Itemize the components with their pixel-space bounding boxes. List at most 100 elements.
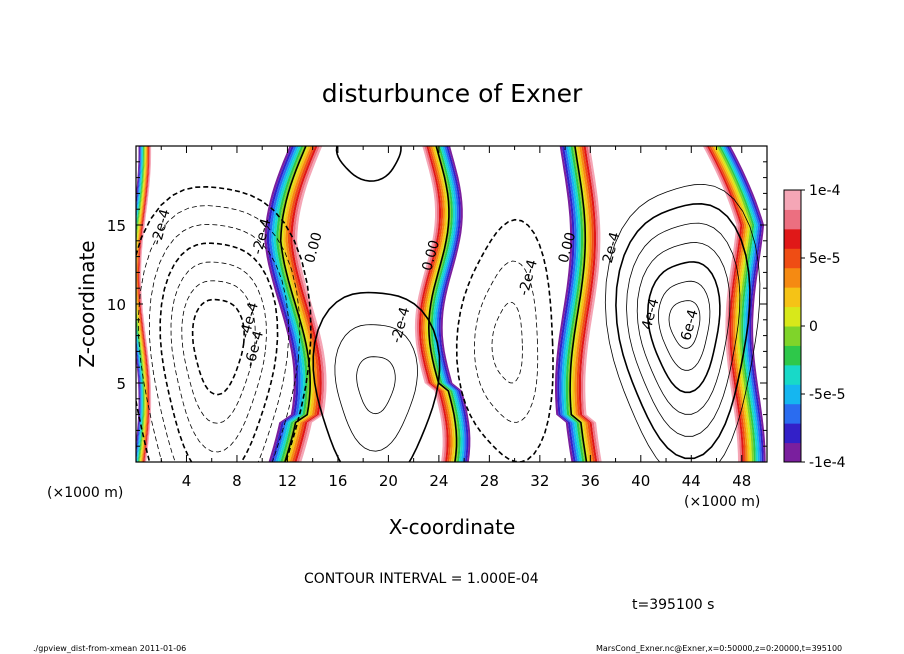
- x-tick-label: 48: [732, 472, 751, 490]
- zero-band-2-stripe: [563, 146, 583, 462]
- zero-band-2-stripe: [581, 146, 600, 462]
- contour-label: 0.00: [302, 231, 326, 265]
- zero-band-2-stripe: [574, 146, 593, 462]
- contour-interval-label: CONTOUR INTERVAL = 1.000E-04: [304, 571, 539, 587]
- x-axis-label: X-coordinate: [389, 515, 516, 539]
- plot-area: -2e-4 -2e-4-4e-4-6e-40.00-2e-40.00-2e-40.…: [136, 146, 766, 462]
- zero-band-0-stripe: [285, 146, 318, 462]
- chart-title: disturbunce of Exner: [322, 79, 583, 108]
- edge-band-0-stripe: [136, 146, 147, 462]
- zero-band-2-stripe: [583, 146, 602, 462]
- positive-contour: [356, 356, 396, 415]
- edge-band-1-stripe: [718, 146, 756, 462]
- positive-contour: [636, 242, 731, 415]
- zero-contour: [569, 146, 588, 462]
- colorbar-label: -5e-5: [809, 387, 846, 403]
- zero-band-2-stripe: [561, 146, 580, 462]
- zero-band-2-stripe: [557, 146, 576, 462]
- zero-band-0-stripe: [292, 146, 325, 462]
- edge-band-0-stripe: [140, 146, 152, 462]
- x-tick-label: 44: [682, 472, 701, 490]
- y-axis: 5 10 15: [107, 161, 767, 447]
- footer-right: MarsCond_Exner.nc@Exner,x=0:50000,z=0:20…: [596, 644, 842, 653]
- edge-band-1-stripe: [726, 146, 764, 462]
- x-tick-label: 32: [530, 472, 549, 490]
- zero-band-2-stripe: [559, 146, 578, 462]
- colorbar-swatch: [784, 248, 801, 269]
- edge-band-1-stripe: [716, 146, 754, 462]
- colorbar-swatch: [784, 267, 801, 288]
- colorbar-swatch: [784, 326, 801, 346]
- contour-label: 6e-4: [678, 308, 702, 343]
- colorbar-label: -1e-4: [809, 455, 846, 471]
- positive-contour: [312, 291, 441, 462]
- edge-band-1-stripe: [702, 146, 740, 462]
- zero-band-0-stripe: [287, 146, 320, 462]
- negative-contour: [491, 301, 523, 384]
- colorbar-swatch: [784, 423, 801, 444]
- negative-contour: [159, 242, 279, 462]
- contour-label: -2e-4: [149, 207, 174, 247]
- zero-band-0-stripe: [264, 146, 297, 462]
- x-tick-label: 4: [182, 472, 192, 490]
- zero-band-2-stripe: [578, 146, 598, 462]
- negative-contour: [473, 260, 539, 423]
- colorbar-swatch: [784, 403, 801, 424]
- zero-band-2-stripe: [572, 146, 591, 462]
- colorbar-swatch: [784, 228, 801, 249]
- zero-band-0-stripe: [271, 146, 304, 462]
- contour-label: -2e-4: [388, 305, 413, 345]
- edge-band-1-stripe: [712, 146, 750, 462]
- positive-contour: [646, 261, 721, 394]
- contour-label: 4e-4: [639, 297, 663, 332]
- negative-contour: [455, 218, 554, 462]
- colorbar-swatch: [784, 306, 801, 327]
- zero-contour: [427, 146, 458, 462]
- x-unit-label: (×1000 m): [684, 494, 760, 510]
- x-tick-label: 40: [631, 472, 650, 490]
- y-axis-label: Z-coordinate: [75, 240, 99, 367]
- footer-left: ./gpview_dist-from-xmean 2011-01-06: [33, 644, 186, 653]
- zero-band-0-stripe: [280, 146, 313, 462]
- positive-contour: [604, 183, 761, 462]
- zero-band-0-stripe: [269, 146, 301, 462]
- y-tick-label: 5: [116, 375, 126, 393]
- positive-contour: [335, 146, 402, 182]
- colorbar-label: 5e-5: [809, 251, 840, 267]
- x-tick-label: 24: [429, 472, 448, 490]
- x-tick-label: 20: [379, 472, 398, 490]
- edge-band-1-stripe: [720, 146, 758, 462]
- edge-band-0-stripe: [139, 146, 151, 462]
- zero-contour: [279, 146, 312, 462]
- x-tick-label: 8: [232, 472, 242, 490]
- colorbar-swatch: [784, 364, 801, 385]
- zero-band-0-stripe: [266, 146, 299, 462]
- edge-band-1-stripe: [710, 146, 748, 462]
- negative-contour: [181, 280, 256, 424]
- time-label: t=395100 s: [632, 597, 714, 613]
- y-tick-label: 15: [107, 217, 126, 235]
- x-tick-label: 36: [581, 472, 600, 490]
- colorbar-swatch: [784, 442, 801, 463]
- edge-band-1-stripe: [704, 146, 742, 462]
- positive-contour: [334, 324, 418, 452]
- negative-contour: [148, 223, 290, 462]
- zero-band-0-stripe: [278, 146, 311, 462]
- y-tick-label: 10: [107, 296, 126, 314]
- zero-band-0-stripe: [283, 146, 315, 462]
- zero-band-0-stripe: [273, 146, 306, 462]
- positive-contour: [668, 300, 701, 349]
- edge-band-1-stripe: [708, 146, 746, 462]
- x-tick-label: 16: [328, 472, 347, 490]
- colorbar-label: 0: [809, 319, 818, 335]
- zero-band-2-stripe: [568, 146, 587, 462]
- x-axis: 4 8 12 16 20 24 28 32 36 40 44 48: [160, 146, 751, 490]
- contour-label: 2e-4: [600, 230, 624, 265]
- edge-band-0-stripe: [138, 146, 150, 462]
- zero-band-2-stripe: [576, 146, 596, 462]
- edge-band-1-stripe: [722, 146, 760, 462]
- colorbar: 1e-4 5e-5 0 -5e-5 -1e-4: [783, 183, 846, 471]
- colorbar-swatch: [784, 209, 801, 230]
- contour-label: 0.00: [556, 231, 580, 265]
- colorbar-label: 1e-4: [809, 183, 841, 199]
